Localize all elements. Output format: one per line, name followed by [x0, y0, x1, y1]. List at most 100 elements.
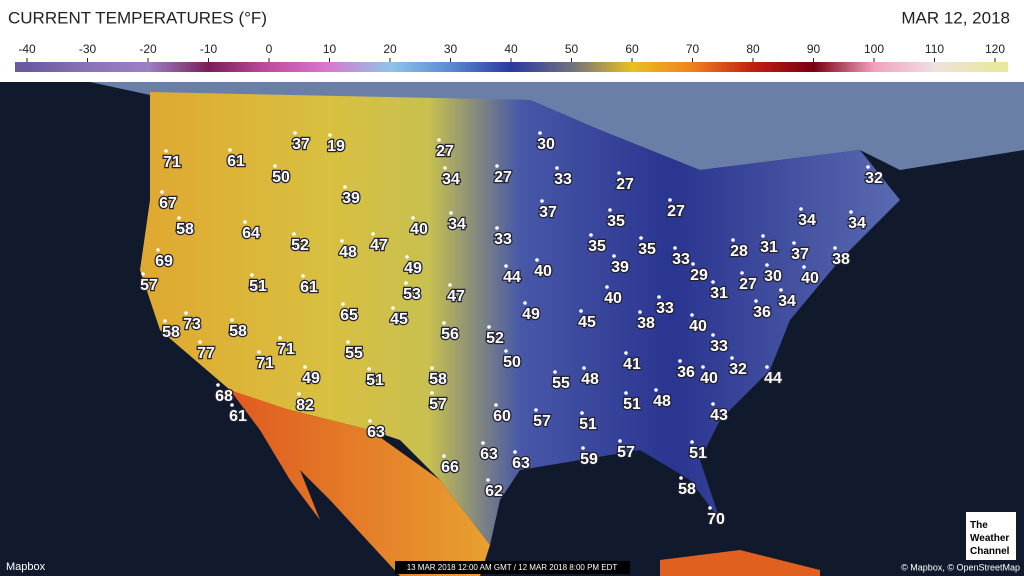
temperature: 31 — [760, 239, 778, 256]
temperature: 64 — [242, 225, 260, 242]
color-scale — [15, 62, 1008, 72]
temperature: 32 — [865, 170, 883, 187]
city-dot — [449, 211, 453, 215]
city-dot — [486, 478, 490, 482]
temperature: 34 — [798, 212, 816, 229]
city-dot — [691, 262, 695, 266]
city-dot — [198, 340, 202, 344]
city-dot — [624, 391, 628, 395]
temperature: 71 — [163, 154, 181, 171]
temperature: 36 — [677, 364, 695, 381]
city-dot — [448, 283, 452, 287]
city-dot — [481, 441, 485, 445]
timestamp: 13 MAR 2018 12:00 AM GMT / 12 MAR 2018 8… — [407, 563, 618, 572]
city-dot — [301, 274, 305, 278]
scale-tick-label: 10 — [323, 42, 337, 56]
temperature: 45 — [390, 311, 408, 328]
city-dot — [292, 232, 296, 236]
city-dot — [555, 166, 559, 170]
temperature: 51 — [249, 278, 267, 295]
cuba — [660, 550, 820, 576]
temperature: 82 — [296, 397, 314, 414]
city-dot — [765, 263, 769, 267]
logo-box — [966, 512, 1016, 560]
temperature: 77 — [197, 345, 215, 362]
city-dot — [494, 403, 498, 407]
temperature: 33 — [710, 338, 728, 355]
temperature: 33 — [656, 300, 674, 317]
city-dot — [582, 366, 586, 370]
temperature: 55 — [345, 345, 363, 362]
temperature: 40 — [801, 270, 819, 287]
temperature: 52 — [486, 330, 504, 347]
temperature: 53 — [403, 286, 421, 303]
temperature: 51 — [689, 445, 707, 462]
temperature: 67 — [159, 195, 177, 212]
temperature: 65 — [340, 307, 358, 324]
temperature: 49 — [302, 370, 320, 387]
city-dot — [540, 199, 544, 203]
city-dot — [779, 288, 783, 292]
city-dot — [731, 238, 735, 242]
temperature: 37 — [791, 246, 809, 263]
scale-tick-label: 60 — [625, 42, 639, 56]
scale-tick-label: 70 — [686, 42, 700, 56]
city-dot — [654, 388, 658, 392]
scale-tick-label: -10 — [200, 42, 218, 56]
scale-tick-label: 100 — [864, 42, 884, 56]
scale-tick-label: 80 — [746, 42, 760, 56]
city-dot — [765, 365, 769, 369]
temperature: 71 — [277, 341, 295, 358]
city-dot — [833, 246, 837, 250]
temperature: 69 — [155, 253, 173, 270]
temperature: 63 — [367, 424, 385, 441]
temperature: 51 — [623, 396, 641, 413]
temperature: 41 — [623, 356, 641, 373]
temperature: 57 — [617, 444, 635, 461]
temperature: 40 — [689, 318, 707, 335]
scale-tick-label: 90 — [807, 42, 821, 56]
temperature: 38 — [832, 251, 850, 268]
city-dot — [711, 333, 715, 337]
temperature: 34 — [448, 216, 466, 233]
city-dot — [538, 131, 542, 135]
city-dot — [534, 408, 538, 412]
temperature: 33 — [554, 171, 572, 188]
temperature: 32 — [729, 361, 747, 378]
city-dot — [257, 350, 261, 354]
city-dot — [799, 207, 803, 211]
city-dot — [761, 234, 765, 238]
city-dot — [141, 272, 145, 276]
city-dot — [391, 306, 395, 310]
city-dot — [303, 365, 307, 369]
city-dot — [230, 318, 234, 322]
temperature: 37 — [539, 204, 557, 221]
temperature: 47 — [370, 237, 388, 254]
temperature: 34 — [778, 293, 796, 310]
temperature: 30 — [764, 268, 782, 285]
city-dot — [228, 148, 232, 152]
scale-tick-label: 20 — [383, 42, 397, 56]
city-dot — [442, 321, 446, 325]
temperature: 34 — [442, 171, 460, 188]
city-dot — [581, 446, 585, 450]
city-dot — [657, 295, 661, 299]
temperature: 60 — [493, 408, 511, 425]
scale-tick-label: 120 — [985, 42, 1005, 56]
scale-tick-label: 40 — [504, 42, 518, 56]
city-dot — [612, 254, 616, 258]
city-dot — [273, 164, 277, 168]
city-dot — [243, 220, 247, 224]
city-dot — [404, 281, 408, 285]
temperature: 44 — [764, 370, 782, 387]
city-dot — [346, 340, 350, 344]
city-dot — [371, 232, 375, 236]
temperature: 45 — [578, 314, 596, 331]
map — [0, 82, 1024, 576]
temperature: 66 — [441, 459, 459, 476]
temperature: 40 — [410, 221, 428, 238]
city-dot — [443, 166, 447, 170]
temperature: 51 — [579, 416, 597, 433]
city-dot — [617, 171, 621, 175]
